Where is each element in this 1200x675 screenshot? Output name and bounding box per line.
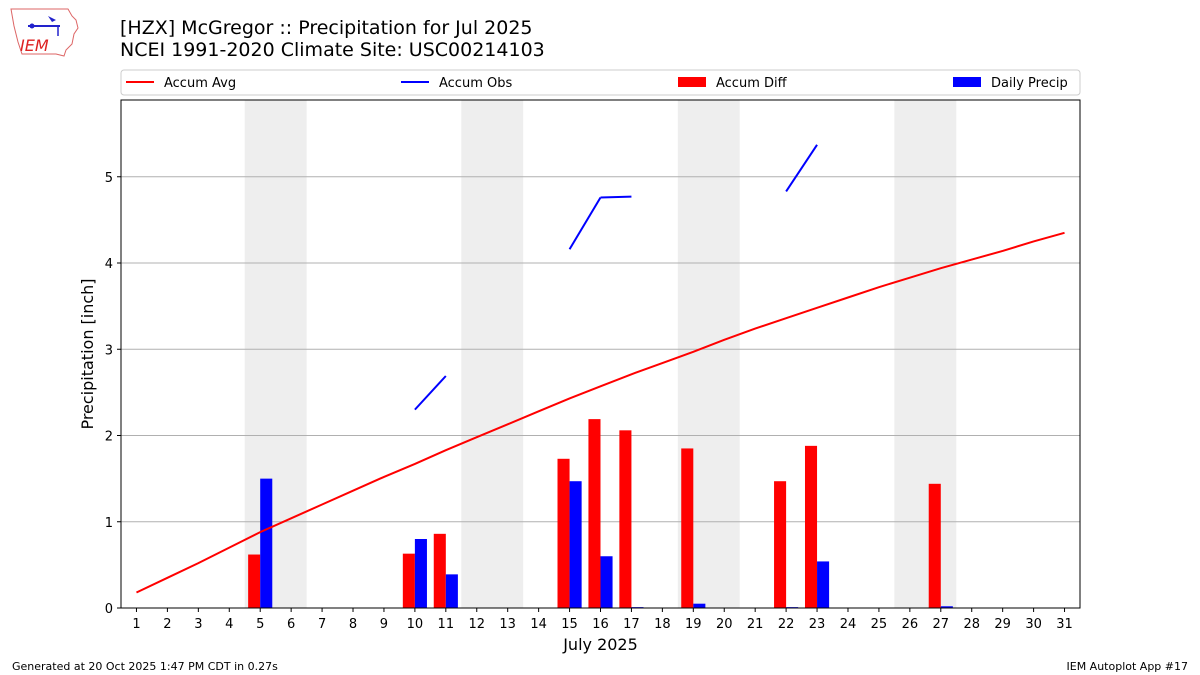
weekend-shade xyxy=(894,100,957,608)
daily-precip-bar xyxy=(940,606,953,608)
x-tick-label: 12 xyxy=(468,617,485,632)
x-tick-label: 16 xyxy=(592,617,609,632)
daily-precip-bar xyxy=(817,561,830,608)
x-tick-label: 4 xyxy=(225,617,233,632)
accum-diff-bar xyxy=(248,554,261,608)
x-tick-label: 8 xyxy=(349,617,357,632)
x-tick-label: 13 xyxy=(499,617,516,632)
x-tick-label: 21 xyxy=(747,617,764,632)
accum-obs-line xyxy=(568,196,602,250)
generated-timestamp: Generated at 20 Oct 2025 1:47 PM CDT in … xyxy=(12,660,278,673)
x-tick-label: 3 xyxy=(194,617,202,632)
accum-diff-bar xyxy=(928,483,941,608)
x-axis-label: July 2025 xyxy=(562,635,638,654)
legend-label: Accum Avg xyxy=(164,76,236,91)
legend-bar-swatch xyxy=(953,77,981,87)
legend-box xyxy=(120,69,1081,96)
x-tick-label: 28 xyxy=(963,617,980,632)
x-tick-label: 27 xyxy=(933,617,950,632)
legend-label: Daily Precip xyxy=(991,76,1068,91)
accum-diff-bar xyxy=(402,553,415,608)
daily-precip-bar xyxy=(445,574,458,608)
accum-obs-line xyxy=(414,375,447,411)
legend-label: Accum Diff xyxy=(716,76,788,91)
x-tick-label: 7 xyxy=(318,617,326,632)
x-tick-label: 20 xyxy=(716,617,733,632)
y-tick-label: 1 xyxy=(105,516,113,531)
app-label: IEM Autoplot App #17 xyxy=(1066,660,1189,673)
accum-diff-bar xyxy=(619,430,632,608)
y-tick-label: 3 xyxy=(105,343,113,358)
svg-text:IEM: IEM xyxy=(20,36,49,55)
y-tick-label: 5 xyxy=(105,171,113,186)
x-tick-label: 2 xyxy=(163,617,171,632)
x-tick-label: 23 xyxy=(809,617,826,632)
accum-diff-bar xyxy=(804,445,818,608)
accum-diff-bar xyxy=(774,481,787,608)
accum-diff-bar xyxy=(557,458,570,608)
x-tick-label: 22 xyxy=(778,617,795,632)
accum-diff-bar xyxy=(681,448,694,608)
x-tick-label: 6 xyxy=(287,617,295,632)
x-tick-label: 18 xyxy=(654,617,671,632)
x-tick-label: 1 xyxy=(132,617,140,632)
y-tick-label: 0 xyxy=(105,602,113,617)
accum-obs-line xyxy=(600,195,632,199)
legend-bar-swatch xyxy=(678,77,706,87)
x-tick-label: 29 xyxy=(994,617,1011,632)
x-tick-label: 26 xyxy=(902,617,919,632)
x-tick-label: 15 xyxy=(561,617,578,632)
chart-title: [HZX] McGregor :: Precipitation for Jul … xyxy=(120,17,533,39)
daily-precip-bar xyxy=(693,603,706,608)
y-tick-label: 4 xyxy=(105,257,113,272)
y-tick-label: 2 xyxy=(105,430,113,445)
accum-obs-line xyxy=(785,144,818,192)
weekend-shade xyxy=(461,100,524,608)
weekend-shade xyxy=(244,100,307,608)
daily-precip-bar xyxy=(569,481,582,608)
daily-precip-bar xyxy=(600,556,613,608)
x-tick-label: 31 xyxy=(1056,617,1073,632)
x-tick-label: 14 xyxy=(530,617,547,632)
y-axis-label: Precipitation [inch] xyxy=(78,278,97,429)
plot-frame xyxy=(120,99,1081,609)
x-tick-label: 5 xyxy=(256,617,264,632)
x-tick-label: 11 xyxy=(438,617,455,632)
x-tick-label: 10 xyxy=(407,617,424,632)
iem-logo: IEM xyxy=(10,8,79,57)
legend-label: Accum Obs xyxy=(439,76,512,91)
x-tick-label: 9 xyxy=(380,617,388,632)
x-tick-label: 24 xyxy=(840,617,857,632)
x-tick-label: 25 xyxy=(871,617,888,632)
x-tick-label: 19 xyxy=(685,617,702,632)
chart-subtitle: NCEI 1991-2020 Climate Site: USC00214103 xyxy=(120,39,545,61)
accum-avg-line xyxy=(136,231,1065,594)
x-tick-label: 17 xyxy=(623,617,640,632)
accum-diff-bar xyxy=(433,533,446,608)
daily-precip-bar xyxy=(260,478,273,608)
x-tick-label: 30 xyxy=(1025,617,1042,632)
accum-diff-bar xyxy=(588,419,601,608)
daily-precip-bar xyxy=(414,539,427,608)
